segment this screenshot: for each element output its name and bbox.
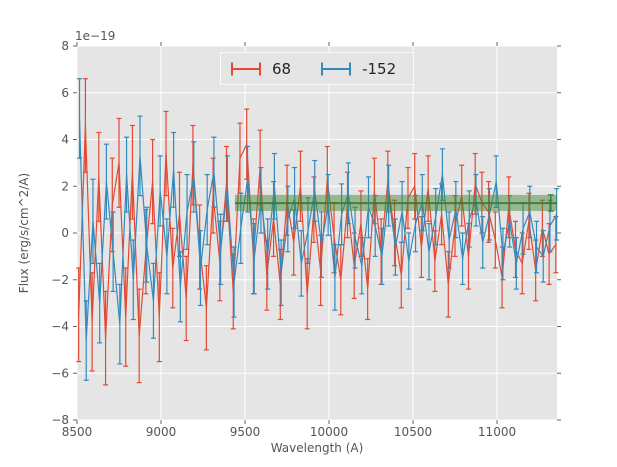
tick-labels: 8500 9000 9500 10000 10500 11000 8 6 4 2 0 −2 −4 −6 −8 <box>51 39 516 439</box>
errorbar-handle-icon <box>231 62 261 75</box>
x-axis-label: Wavelength (A) <box>270 441 364 455</box>
y-tick-label: −4 <box>51 320 69 334</box>
x-tick-label: 8500 <box>62 425 93 439</box>
legend-label: -152 <box>362 59 397 78</box>
y-tick-label: 8 <box>61 39 69 53</box>
y-tick-label: 6 <box>61 86 69 100</box>
y-axis-offset-label: 1e−19 <box>75 29 116 43</box>
tick-marks <box>73 42 561 424</box>
x-tick-label: 9500 <box>230 425 261 439</box>
legend-entry-68: 68 <box>229 60 291 78</box>
legend-entry--152: -152 <box>319 60 396 78</box>
x-tick-label: 9000 <box>146 425 177 439</box>
legend: 68 -152 <box>220 52 414 85</box>
y-tick-label: 0 <box>61 226 69 240</box>
x-tick-label: 11000 <box>478 425 516 439</box>
x-tick-label: 10000 <box>310 425 348 439</box>
y-tick-label: 2 <box>61 179 69 193</box>
y-tick-label: −6 <box>51 366 69 380</box>
y-axis-label: Flux (erg/s/cm^2/A) <box>17 172 31 294</box>
errorbar-handle-icon <box>321 62 352 75</box>
confidence-band <box>234 194 557 212</box>
legend-label: 68 <box>272 59 292 78</box>
x-tick-label: 10500 <box>394 425 432 439</box>
y-tick-label: −2 <box>51 273 69 287</box>
y-tick-label: −8 <box>51 413 69 427</box>
y-tick-label: 4 <box>61 133 69 147</box>
